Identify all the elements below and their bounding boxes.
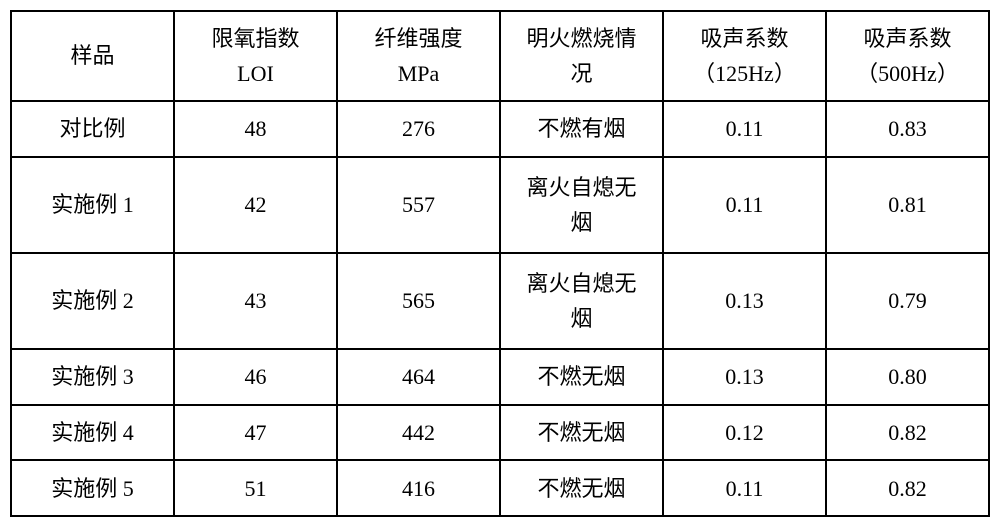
col-header-abs125-line1: 吸声系数 <box>700 26 788 51</box>
cell-sample: 实施例 3 <box>11 349 174 405</box>
col-header-mpa: 纤维强度 MPa <box>337 11 500 101</box>
cell-mpa: 442 <box>337 405 500 461</box>
cell-abs500: 0.82 <box>826 405 989 461</box>
cell-burn: 不燃无烟 <box>500 349 663 405</box>
cell-loi: 48 <box>174 101 337 157</box>
cell-mpa: 565 <box>337 253 500 349</box>
col-header-abs500-line2: （500Hz） <box>856 61 959 86</box>
cell-abs125: 0.12 <box>663 405 826 461</box>
col-header-abs125-line2: （125Hz） <box>693 61 796 86</box>
cell-sample: 实施例 5 <box>11 460 174 516</box>
cell-loi: 51 <box>174 460 337 516</box>
cell-loi: 46 <box>174 349 337 405</box>
col-header-loi: 限氧指数 LOI <box>174 11 337 101</box>
cell-loi: 43 <box>174 253 337 349</box>
cell-burn: 不燃无烟 <box>500 460 663 516</box>
cell-burn: 不燃有烟 <box>500 101 663 157</box>
cell-abs125: 0.13 <box>663 253 826 349</box>
cell-abs500: 0.79 <box>826 253 989 349</box>
col-header-burn: 明火燃烧情 况 <box>500 11 663 101</box>
table-row: 实施例 142557离火自熄无烟0.110.81 <box>11 157 989 253</box>
table-row: 实施例 346464不燃无烟0.130.80 <box>11 349 989 405</box>
col-header-loi-line2: LOI <box>237 61 274 86</box>
cell-abs125: 0.11 <box>663 460 826 516</box>
cell-mpa: 557 <box>337 157 500 253</box>
cell-burn-line1: 离火自熄无 <box>526 175 636 200</box>
cell-abs125: 0.11 <box>663 101 826 157</box>
cell-burn-line2: 烟 <box>570 210 592 235</box>
col-header-mpa-line1: 纤维强度 <box>374 26 462 51</box>
cell-sample: 实施例 1 <box>11 157 174 253</box>
cell-mpa: 276 <box>337 101 500 157</box>
table-row: 实施例 551416不燃无烟0.110.82 <box>11 460 989 516</box>
cell-sample: 实施例 2 <box>11 253 174 349</box>
cell-burn: 离火自熄无烟 <box>500 157 663 253</box>
cell-abs500: 0.80 <box>826 349 989 405</box>
col-header-abs500-line1: 吸声系数 <box>863 26 951 51</box>
cell-burn: 不燃无烟 <box>500 405 663 461</box>
table-row: 实施例 447442不燃无烟0.120.82 <box>11 405 989 461</box>
cell-mpa: 416 <box>337 460 500 516</box>
table-row: 对比例48276不燃有烟0.110.83 <box>11 101 989 157</box>
cell-abs125: 0.13 <box>663 349 826 405</box>
header-row: 样品 限氧指数 LOI 纤维强度 MPa 明火燃烧情 况 吸声系数 （125Hz… <box>11 11 989 101</box>
cell-burn: 离火自熄无烟 <box>500 253 663 349</box>
cell-sample: 实施例 4 <box>11 405 174 461</box>
col-header-burn-line2: 况 <box>570 61 592 86</box>
cell-loi: 42 <box>174 157 337 253</box>
table-row: 实施例 243565离火自熄无烟0.130.79 <box>11 253 989 349</box>
cell-burn-line2: 烟 <box>570 306 592 331</box>
col-header-burn-line1: 明火燃烧情 <box>526 26 636 51</box>
cell-mpa: 464 <box>337 349 500 405</box>
col-header-loi-line1: 限氧指数 <box>211 26 299 51</box>
cell-abs500: 0.81 <box>826 157 989 253</box>
cell-abs500: 0.83 <box>826 101 989 157</box>
col-header-abs125: 吸声系数 （125Hz） <box>663 11 826 101</box>
cell-sample: 对比例 <box>11 101 174 157</box>
cell-abs125: 0.11 <box>663 157 826 253</box>
col-header-abs500: 吸声系数 （500Hz） <box>826 11 989 101</box>
col-header-mpa-line2: MPa <box>398 61 440 86</box>
data-table: 样品 限氧指数 LOI 纤维强度 MPa 明火燃烧情 况 吸声系数 （125Hz… <box>10 10 990 517</box>
col-header-sample: 样品 <box>11 11 174 101</box>
cell-loi: 47 <box>174 405 337 461</box>
cell-burn-line1: 离火自熄无 <box>526 271 636 296</box>
cell-abs500: 0.82 <box>826 460 989 516</box>
table-body: 对比例48276不燃有烟0.110.83实施例 142557离火自熄无烟0.11… <box>11 101 989 516</box>
